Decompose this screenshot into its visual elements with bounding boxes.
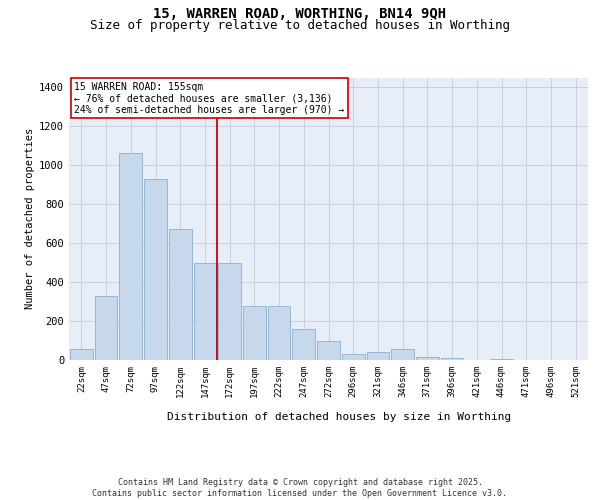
Bar — [218, 262, 241, 360]
Bar — [292, 329, 315, 360]
Bar — [119, 152, 142, 360]
Text: 15 WARREN ROAD: 155sqm
← 76% of detached houses are smaller (3,136)
24% of semi-: 15 WARREN ROAD: 155sqm ← 76% of detached… — [74, 82, 344, 115]
Bar — [342, 354, 365, 360]
Text: 15, WARREN ROAD, WORTHING, BN14 9QH: 15, WARREN ROAD, WORTHING, BN14 9QH — [154, 8, 446, 22]
Bar — [416, 357, 439, 360]
Bar — [317, 340, 340, 360]
Y-axis label: Number of detached properties: Number of detached properties — [25, 128, 35, 310]
Bar — [441, 358, 463, 360]
Bar — [391, 350, 414, 360]
Bar — [490, 359, 513, 360]
Bar — [95, 296, 118, 360]
Text: Size of property relative to detached houses in Worthing: Size of property relative to detached ho… — [90, 18, 510, 32]
Bar — [70, 350, 93, 360]
Bar — [194, 262, 216, 360]
Bar — [144, 179, 167, 360]
Text: Contains HM Land Registry data © Crown copyright and database right 2025.
Contai: Contains HM Land Registry data © Crown c… — [92, 478, 508, 498]
Bar — [268, 306, 290, 360]
Bar — [169, 230, 191, 360]
Bar — [367, 352, 389, 360]
Bar — [243, 306, 266, 360]
Text: Distribution of detached houses by size in Worthing: Distribution of detached houses by size … — [167, 412, 511, 422]
